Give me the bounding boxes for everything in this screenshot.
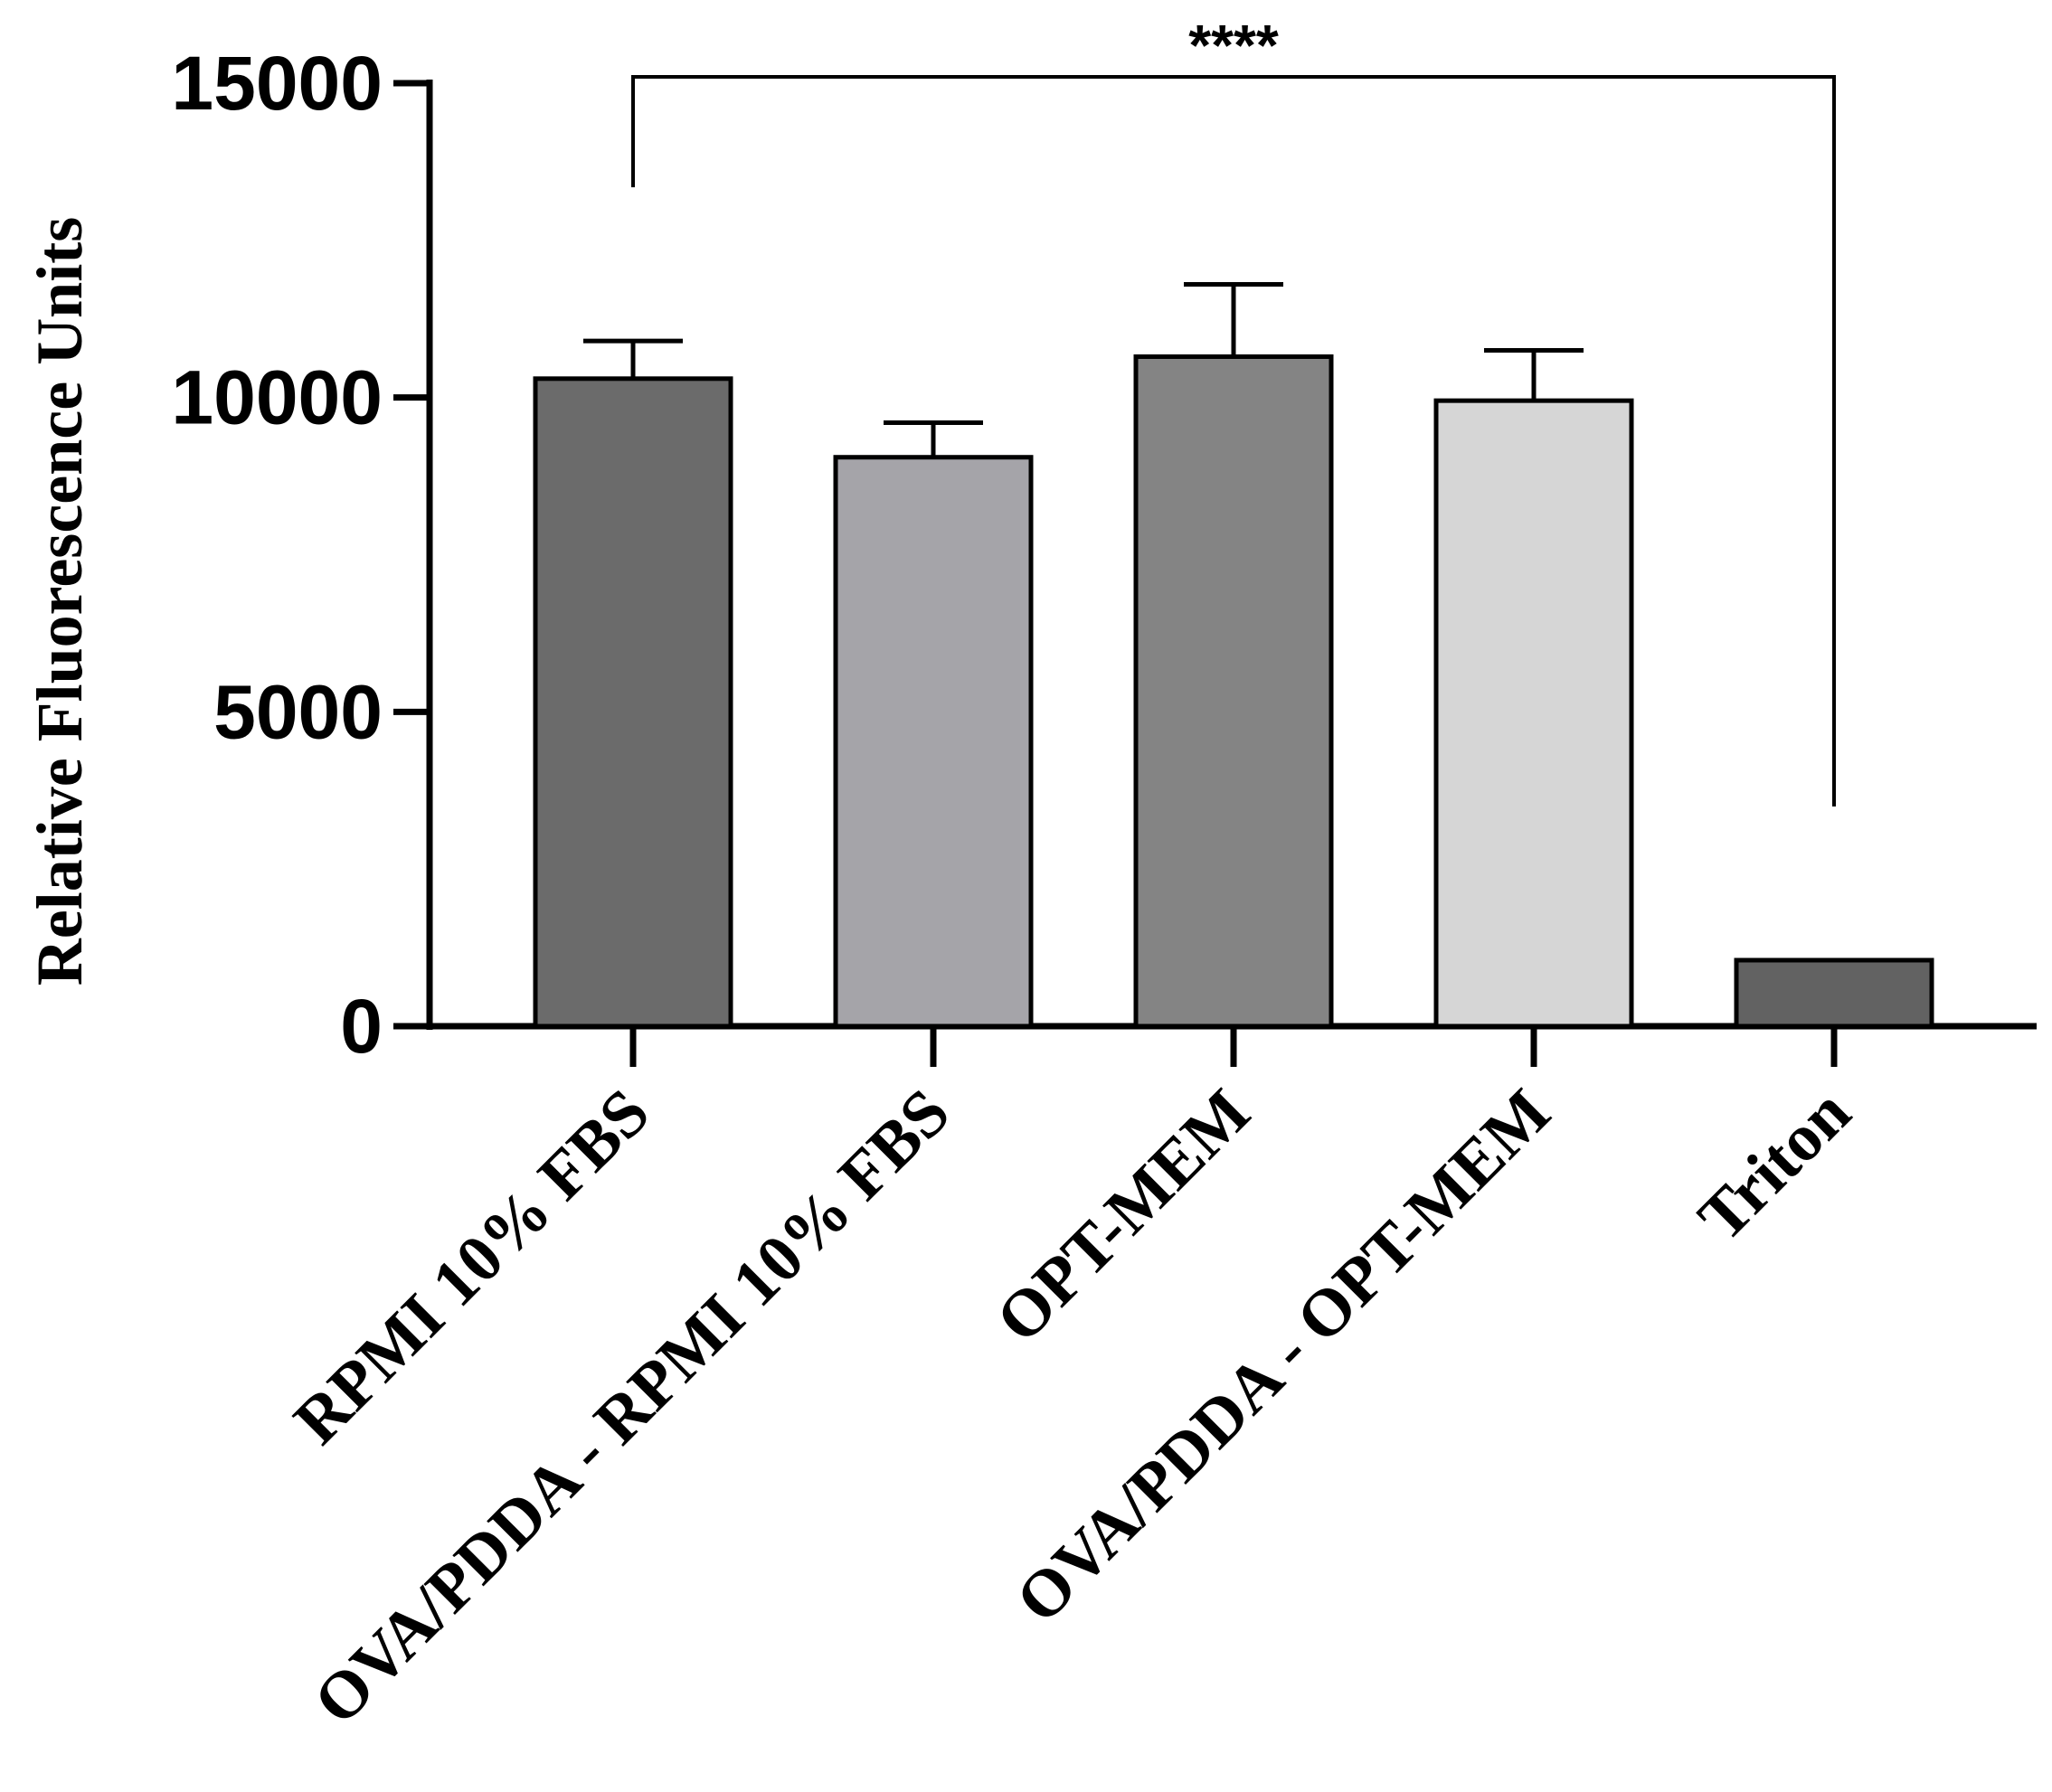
bar: [1734, 957, 1934, 1029]
y-axis-title: Relative Fluorescence Units: [24, 217, 96, 986]
y-tick-label: 15000: [171, 41, 383, 126]
axes: 0 5000 10000 15000: [171, 41, 2037, 1069]
error-bars: [583, 282, 1584, 457]
significance-bracket: [631, 75, 1836, 806]
x-tick-label: OPT-MEM: [982, 1075, 1264, 1357]
bar: [1433, 398, 1634, 1029]
significance-label: ****: [1188, 13, 1279, 78]
bar: [833, 455, 1034, 1029]
bar: [533, 376, 733, 1029]
significance-bracket-group: ****: [631, 13, 1836, 806]
x-tick-label: Triton: [1685, 1075, 1865, 1255]
x-tick-label: OVA/PDDA - RPMI 10% FBS: [300, 1075, 964, 1739]
bar: [1133, 354, 1334, 1029]
y-tick-label: 5000: [213, 669, 383, 754]
x-tick-label: OVA/PDDA - OPT-MEM: [1002, 1075, 1565, 1637]
y-tick-label: 10000: [171, 355, 383, 440]
y-tick-label: 0: [340, 984, 383, 1069]
bars: [533, 354, 1934, 1029]
y-axis-title-group: Relative Fluorescence Units: [24, 217, 96, 986]
